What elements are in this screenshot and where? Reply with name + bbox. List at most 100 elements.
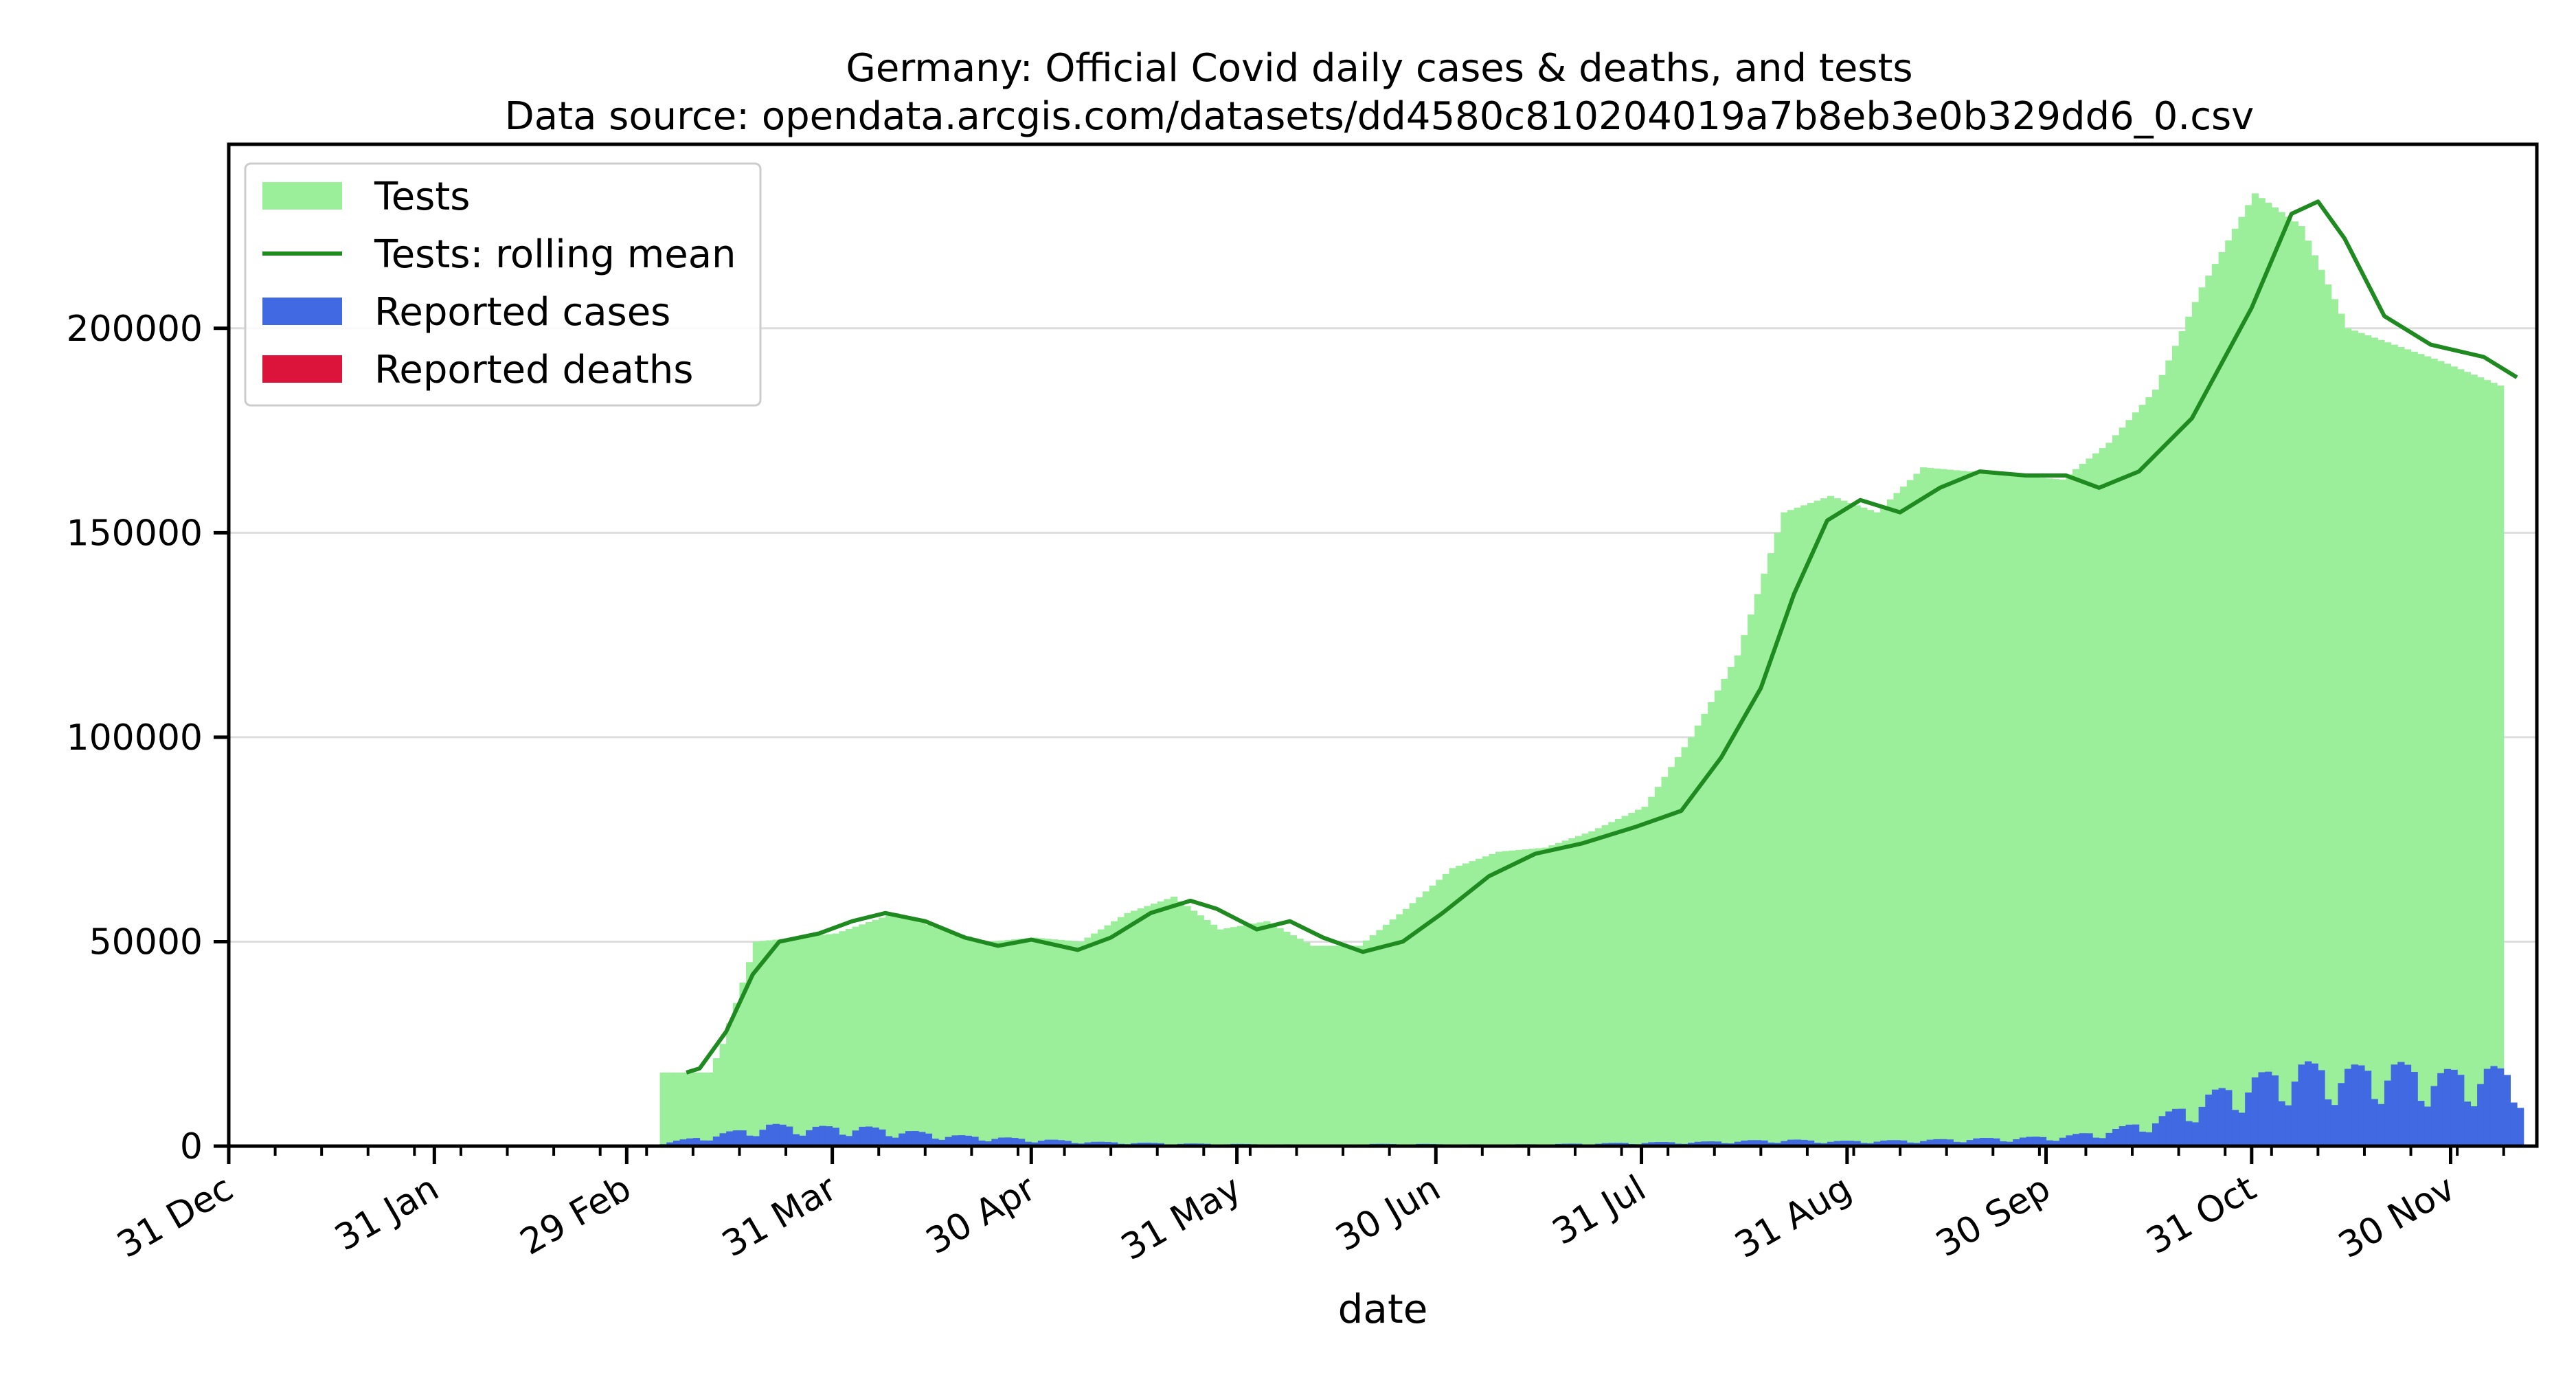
bar: [2305, 240, 2312, 1146]
bar: [1064, 940, 1072, 1146]
bar: [1363, 940, 1370, 1146]
bar: [1171, 896, 1178, 1146]
bar: [1833, 498, 1841, 1146]
bar: [1634, 809, 1642, 1146]
bar: [706, 1140, 714, 1146]
bar: [832, 933, 839, 1146]
x-tick-label: 30 Apr: [919, 1167, 1043, 1263]
bar: [673, 1072, 681, 1146]
bar: [2218, 1088, 2226, 1146]
bar: [1535, 848, 1543, 1146]
bar: [1276, 928, 1284, 1146]
bar: [1031, 937, 1039, 1146]
bar: [2231, 228, 2239, 1147]
x-axis: 31 Dec 31 Jan 29 Feb 31 Mar 30 Apr 31 May 30 J…: [111, 1146, 2505, 1268]
bar: [2358, 1065, 2365, 1146]
bar: [1933, 1139, 1941, 1146]
bar: [2079, 464, 2087, 1146]
bar: [1177, 901, 1184, 1146]
bar: [2443, 1068, 2452, 1146]
bar: [1953, 1141, 1961, 1146]
bar: [1926, 1139, 1934, 1146]
bar: [1807, 1140, 1815, 1146]
bar: [2112, 435, 2120, 1147]
bar: [1748, 614, 1755, 1146]
bar: [2450, 1069, 2458, 1146]
bar: [1184, 906, 1191, 1146]
bar: [2463, 1101, 2472, 1146]
bar: [1442, 873, 1450, 1146]
bar: [1011, 939, 1019, 1146]
bar: [746, 1135, 754, 1146]
bar: [1734, 655, 1741, 1146]
bar: [1846, 502, 1855, 1146]
bar: [2033, 1137, 2040, 1146]
bar: [1230, 927, 1238, 1146]
bar: [872, 919, 879, 1146]
bar: [1256, 922, 1264, 1146]
bar: [779, 1124, 787, 1146]
bar: [2171, 346, 2180, 1146]
bar: [938, 1139, 946, 1146]
bar: [2099, 1138, 2107, 1146]
bar: [1900, 486, 1908, 1146]
bar: [2205, 1095, 2213, 1146]
x-tick-label: 31 Aug: [1728, 1167, 1859, 1266]
bar: [2225, 1090, 2233, 1146]
bar: [679, 1072, 687, 1146]
bar: [1920, 467, 1928, 1146]
bar: [1827, 495, 1835, 1146]
bar: [1057, 1140, 1065, 1146]
bar: [2026, 476, 2033, 1146]
bar: [1993, 473, 2000, 1146]
bar: [1966, 1140, 1974, 1146]
bar: [2404, 349, 2412, 1147]
bar: [1376, 930, 1383, 1146]
bar: [1734, 1141, 1741, 1146]
bar: [958, 934, 966, 1146]
bar: [2470, 374, 2478, 1146]
bar: [2245, 205, 2252, 1146]
bar: [1396, 914, 1403, 1146]
bar: [852, 1130, 859, 1146]
bar: [2311, 255, 2318, 1146]
bar: [912, 919, 919, 1146]
bar: [991, 1139, 999, 1146]
bar: [1316, 945, 1324, 1146]
bar: [1973, 1138, 1980, 1146]
bar: [2437, 361, 2445, 1146]
bar: [2165, 360, 2173, 1146]
bar: [1767, 553, 1775, 1146]
bar: [998, 1137, 1006, 1146]
bar: [2417, 354, 2425, 1146]
bar: [1940, 469, 1947, 1146]
bar: [1004, 939, 1012, 1146]
bar: [1323, 945, 1331, 1146]
bar: [2391, 344, 2398, 1147]
chart-title: Germany: Official Covid daily cases & de…: [846, 46, 1912, 91]
bar: [1979, 1138, 1987, 1146]
bar: [978, 1140, 986, 1146]
bar: [1674, 757, 1682, 1146]
bar: [799, 1135, 806, 1146]
bar: [2291, 221, 2299, 1146]
bar: [984, 941, 992, 1146]
bar: [2145, 1132, 2153, 1146]
bar: [1017, 1139, 1026, 1146]
bar: [2358, 333, 2365, 1147]
bar: [2019, 1137, 2027, 1146]
bar: [2305, 1061, 2312, 1146]
bar: [879, 917, 886, 1146]
bar: [892, 913, 899, 1146]
bar: [2053, 479, 2060, 1146]
bar: [1701, 713, 1708, 1146]
bar: [1111, 921, 1118, 1146]
bar: [673, 1140, 681, 1146]
bar: [1210, 924, 1218, 1146]
bar: [2125, 1124, 2133, 1146]
legend-swatch: [262, 298, 342, 325]
bar: [2152, 1123, 2160, 1146]
bar: [1694, 725, 1702, 1146]
bar: [825, 1126, 833, 1146]
bar: [2132, 412, 2140, 1146]
